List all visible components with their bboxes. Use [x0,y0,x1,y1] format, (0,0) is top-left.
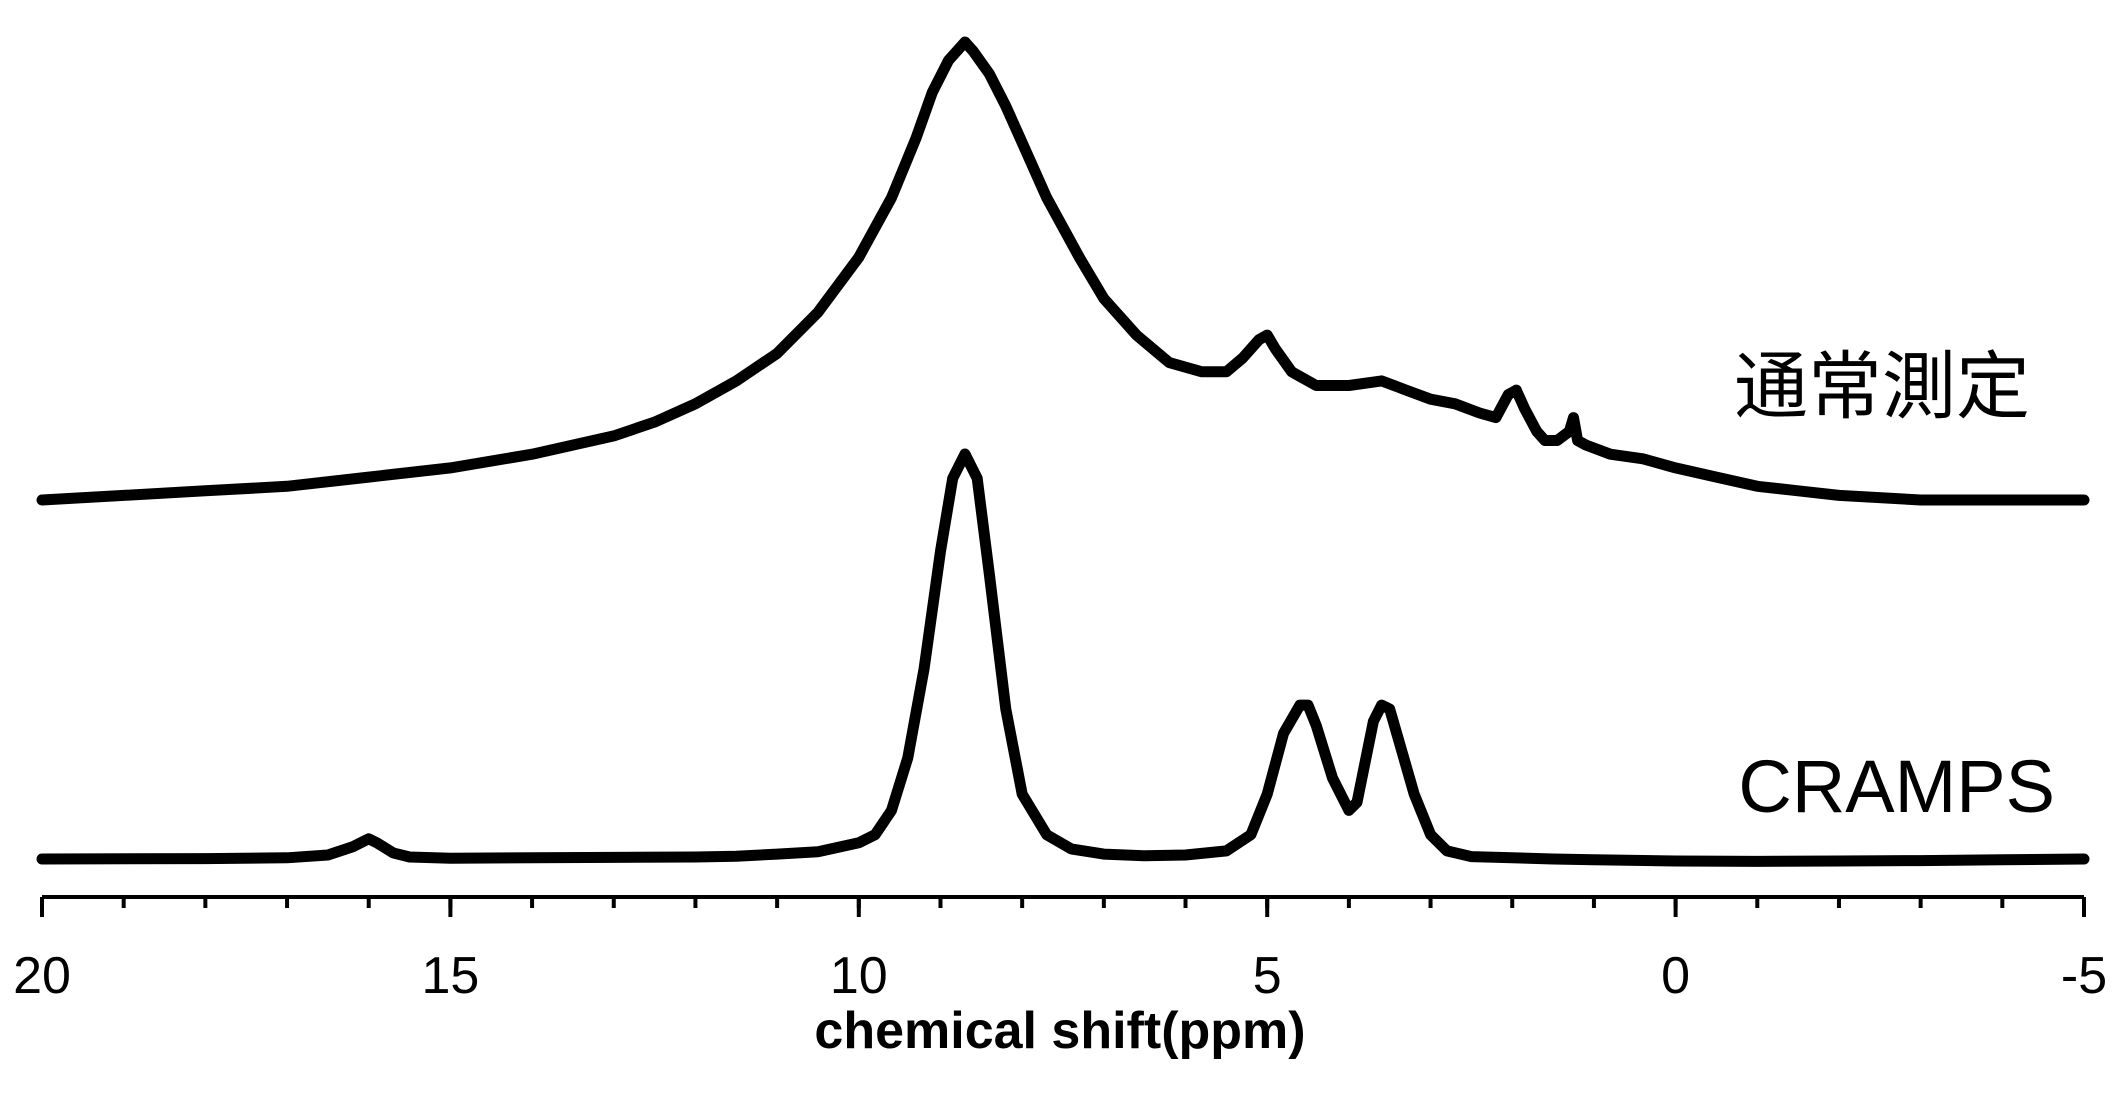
x-tick-label: 15 [421,947,479,1005]
series-labels: 通常測定 CRAMPS [1734,345,2055,828]
x-axis: 20 15 10 5 0 -5 [13,895,2107,1005]
x-tick-label: 5 [1253,947,1282,1005]
x-axis-tick-labels: 20 15 10 5 0 -5 [13,947,2107,1005]
cramps-trace [36,448,2090,867]
series-label-regular-measurement: 通常測定 [1734,345,2030,428]
x-axis-title: chemical shift(ppm) [814,1002,1305,1060]
x-tick-label: -5 [2061,947,2107,1005]
regular-measurement-trace [36,36,2090,506]
spectra-group [36,36,2090,867]
x-tick-label: 20 [13,947,71,1005]
x-axis-major-ticks [40,897,2086,917]
series-label-cramps: CRAMPS [1738,745,2055,828]
x-tick-label: 0 [1661,947,1690,1005]
x-tick-label: 10 [830,947,888,1005]
